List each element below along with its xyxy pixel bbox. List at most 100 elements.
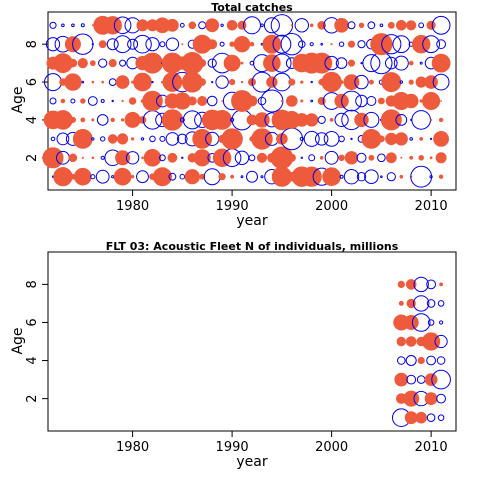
positive-residual-bubble: [405, 336, 417, 347]
positive-residual-bubble: [276, 133, 288, 145]
negative-residual-bubble: [437, 414, 445, 422]
negative-residual-bubble: [303, 130, 320, 147]
positive-residual-bubble: [108, 58, 117, 68]
positive-residual-bubble: [358, 22, 365, 28]
negative-residual-bubble: [151, 80, 154, 84]
positive-residual-bubble: [418, 155, 425, 161]
negative-residual-bubble: [406, 374, 417, 385]
negative-residual-bubble: [338, 41, 345, 47]
positive-residual-bubble: [415, 411, 428, 424]
positive-residual-bubble: [80, 117, 86, 123]
positive-residual-bubble: [198, 59, 207, 68]
negative-residual-bubble: [395, 114, 408, 126]
negative-residual-bubble: [49, 97, 57, 105]
y-tick-label: 4: [25, 356, 40, 364]
negative-residual-bubble: [100, 99, 105, 103]
negative-residual-bubble: [364, 169, 379, 184]
positive-residual-bubble: [438, 117, 444, 123]
positive-residual-bubble: [309, 23, 314, 28]
negative-residual-bubble: [300, 156, 303, 160]
positive-residual-bubble: [60, 98, 66, 104]
negative-residual-bubble: [308, 154, 316, 162]
negative-residual-bubble: [181, 156, 184, 160]
negative-residual-bubble: [434, 334, 448, 349]
y-axis-label: Age: [10, 327, 26, 354]
positive-residual-bubble: [143, 149, 162, 167]
negative-residual-bubble: [411, 110, 432, 130]
negative-residual-bubble: [219, 41, 225, 47]
positive-residual-bubble: [287, 153, 296, 162]
positive-residual-bubble: [290, 24, 293, 27]
negative-residual-bubble: [413, 295, 430, 312]
y-tick-label: 8: [25, 40, 40, 48]
positive-residual-bubble: [229, 78, 236, 86]
positive-residual-bubble: [403, 314, 419, 330]
positive-residual-bubble: [91, 80, 95, 84]
positive-residual-bubble: [430, 118, 433, 121]
negative-residual-bubble: [198, 21, 207, 30]
y-tick-label: 2: [25, 394, 40, 402]
negative-residual-bubble: [405, 355, 417, 366]
negative-residual-bubble: [98, 58, 108, 68]
negative-residual-bubble: [91, 137, 95, 141]
negative-residual-bubble: [165, 37, 180, 51]
negative-residual-bubble: [419, 61, 423, 65]
positive-residual-bubble: [399, 174, 404, 179]
positive-residual-bubble: [405, 279, 417, 290]
negative-residual-bubble: [409, 137, 414, 141]
positive-residual-bubble: [344, 151, 359, 165]
negative-residual-bubble: [45, 37, 61, 52]
negative-residual-bubble: [234, 150, 250, 166]
positive-residual-bubble: [438, 174, 444, 179]
positive-residual-bubble: [240, 61, 244, 65]
positive-residual-bubble: [381, 72, 402, 93]
positive-residual-bubble: [419, 136, 424, 141]
negative-residual-bubble: [432, 73, 450, 91]
positive-residual-bubble: [193, 149, 211, 167]
positive-residual-bubble: [408, 60, 414, 66]
positive-residual-bubble: [221, 100, 224, 102]
negative-residual-bubble: [133, 34, 152, 54]
positive-residual-bubble: [424, 392, 438, 405]
positive-residual-bubble: [396, 336, 406, 347]
negative-residual-bubble: [393, 55, 409, 71]
positive-residual-bubble: [417, 356, 425, 365]
negative-residual-bubble: [80, 23, 85, 28]
positive-residual-bubble: [181, 43, 184, 46]
positive-residual-bubble: [246, 95, 258, 107]
positive-residual-bubble: [263, 54, 281, 72]
negative-residual-bubble: [335, 57, 348, 69]
positive-residual-bubble: [237, 20, 247, 30]
negative-residual-bubble: [367, 21, 376, 30]
positive-residual-bubble: [380, 109, 402, 131]
negative-residual-bubble: [324, 55, 339, 71]
negative-residual-bubble: [418, 22, 425, 29]
negative-residual-bubble: [177, 133, 188, 145]
chart-acoustic-fleet: FLT 03: Acoustic Fleet N of individuals,…: [10, 240, 457, 470]
negative-residual-bubble: [240, 175, 244, 179]
positive-residual-bubble: [197, 96, 208, 107]
positive-residual-bubble: [329, 118, 334, 122]
negative-residual-bubble: [431, 369, 451, 390]
negative-residual-bubble: [354, 74, 369, 90]
negative-residual-bubble: [338, 135, 345, 143]
positive-residual-bubble: [53, 167, 73, 187]
positive-residual-bubble: [130, 175, 135, 179]
chart-title: FLT 03: Acoustic Fleet N of individuals,…: [106, 240, 399, 253]
positive-residual-bubble: [321, 71, 342, 93]
positive-residual-bubble: [262, 34, 282, 54]
positive-residual-bubble: [230, 174, 235, 179]
positive-residual-bubble: [91, 156, 95, 160]
negative-residual-bubble: [436, 393, 447, 404]
negative-residual-bubble: [203, 168, 221, 186]
negative-residual-bubble: [436, 39, 447, 50]
positive-residual-bubble: [426, 20, 436, 30]
negative-residual-bubble: [386, 172, 396, 182]
negative-residual-bubble: [90, 174, 96, 180]
negative-residual-bubble: [260, 23, 264, 28]
x-tick-label: 1980: [116, 440, 149, 455]
negative-residual-bubble: [111, 99, 114, 103]
x-axis-label: year: [236, 454, 267, 470]
negative-residual-bubble: [356, 172, 367, 182]
positive-residual-bubble: [192, 128, 213, 149]
